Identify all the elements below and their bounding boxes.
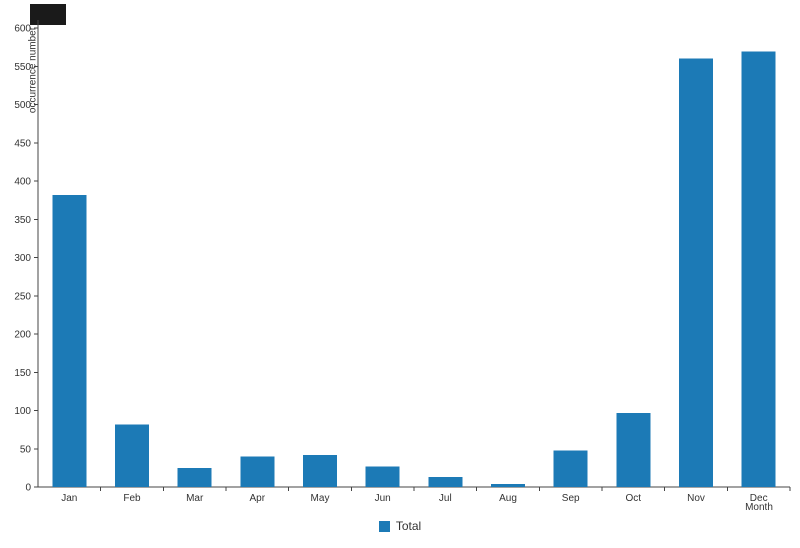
- x-tick-label: Jan: [61, 493, 77, 504]
- y-tick-label: 50: [20, 444, 32, 455]
- y-tick-label: 200: [14, 330, 31, 341]
- x-tick-label: Aug: [499, 493, 517, 504]
- x-tick-label: Apr: [250, 493, 266, 504]
- y-tick-label: 100: [14, 406, 31, 417]
- y-axis-title: occurrence number: [27, 26, 39, 114]
- bar-sep[interactable]: [553, 450, 588, 487]
- x-tick-label: Nov: [687, 493, 705, 504]
- y-tick-label: 400: [14, 177, 31, 188]
- x-tick-label: May: [311, 493, 330, 504]
- legend: Total: [0, 519, 800, 533]
- bar-jul[interactable]: [428, 477, 463, 487]
- corner-overlay-box: [30, 4, 66, 25]
- x-axis-title: Month: [745, 502, 773, 513]
- x-tick-label: Oct: [626, 493, 642, 504]
- y-tick-label: 550: [14, 62, 31, 73]
- bar-aug[interactable]: [491, 483, 525, 487]
- x-tick-label: Jul: [439, 493, 452, 504]
- bar-feb[interactable]: [115, 424, 149, 487]
- bar-mar[interactable]: [177, 467, 212, 487]
- y-tick-label: 300: [14, 253, 31, 264]
- bar-apr[interactable]: [240, 456, 275, 487]
- y-tick-label: 500: [14, 100, 31, 111]
- x-tick-label: Feb: [123, 493, 141, 504]
- x-tick-label: Jun: [375, 493, 391, 504]
- y-tick-label: 450: [14, 138, 31, 149]
- y-tick-label: 350: [14, 215, 31, 226]
- bar-may[interactable]: [303, 454, 337, 487]
- y-tick-label: 250: [14, 291, 31, 302]
- bar-nov[interactable]: [679, 58, 713, 487]
- bar-oct[interactable]: [616, 412, 651, 487]
- legend-swatch[interactable]: [378, 520, 390, 532]
- bar-jun[interactable]: [365, 466, 400, 487]
- y-tick-label: 150: [14, 368, 31, 379]
- bar-dec[interactable]: [741, 51, 776, 487]
- legend-label[interactable]: Total: [395, 519, 422, 533]
- bar-jan[interactable]: [52, 194, 87, 488]
- y-tick-label: 0: [25, 483, 31, 494]
- x-tick-label: Dec: [750, 493, 768, 504]
- x-tick-label: Sep: [562, 493, 580, 504]
- y-tick-label: 600: [14, 24, 31, 35]
- x-tick-label: Mar: [186, 493, 204, 504]
